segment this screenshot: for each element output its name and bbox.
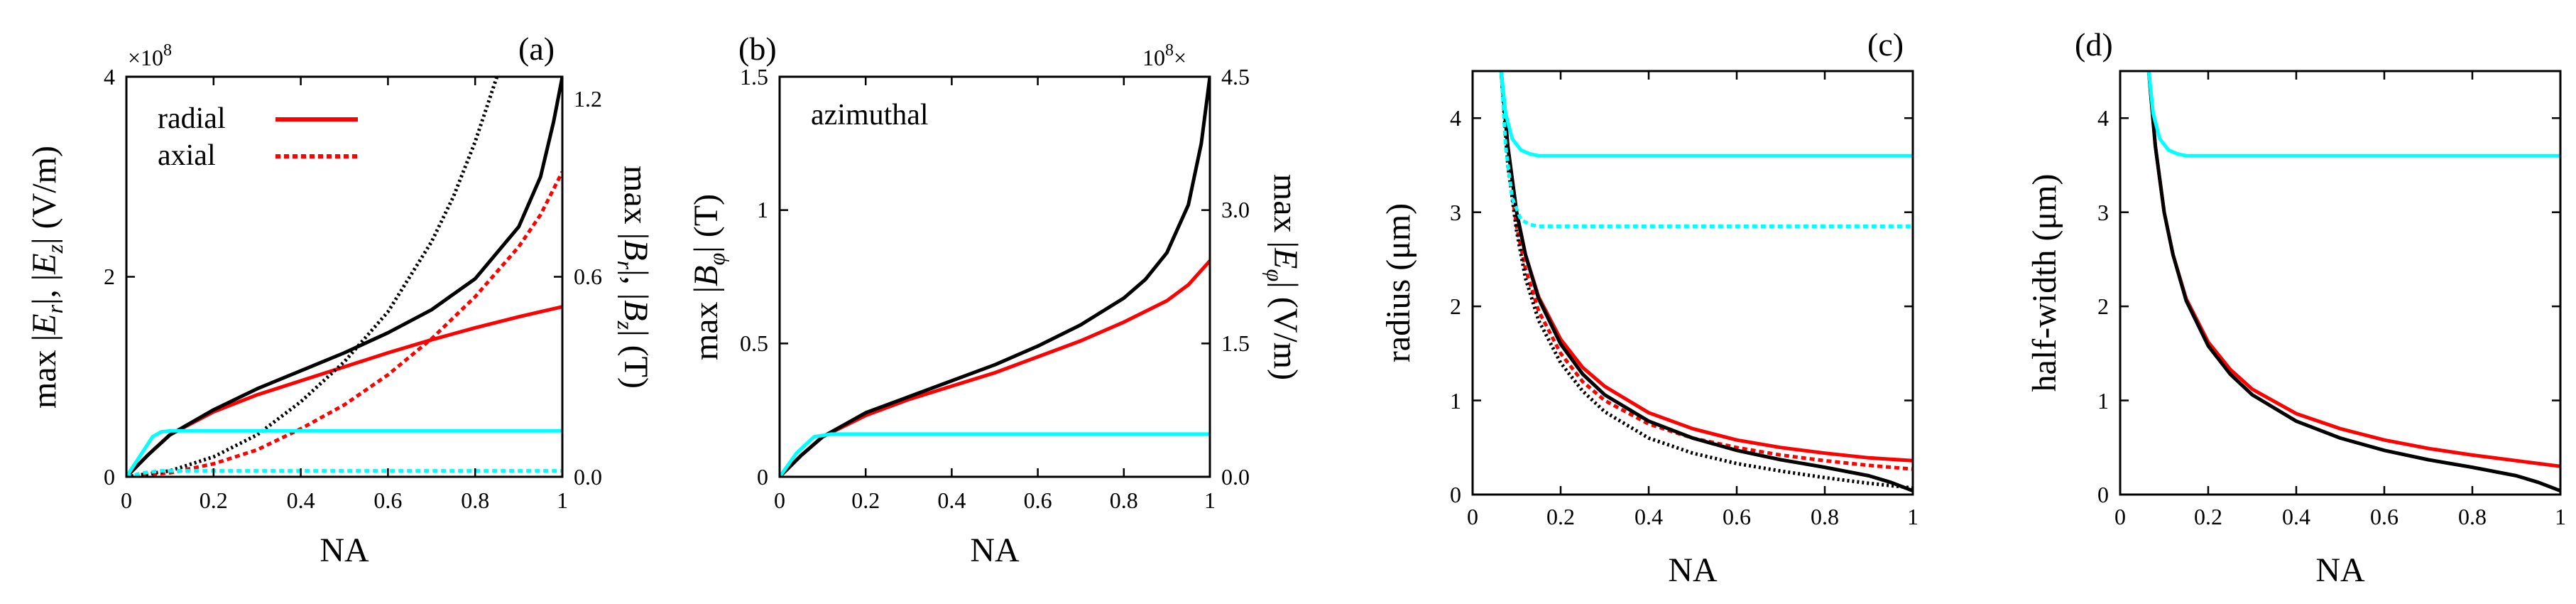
panel-c: 0 0.2 0.4 0.6 0.8 1 0 1 2 3 4 (c) NA rad… <box>1380 26 1919 589</box>
y-tick-left-b-2: 1 <box>757 197 768 222</box>
y-tick-left-a-2: 4 <box>104 64 115 90</box>
x-tick-a-2: 0.4 <box>287 487 315 513</box>
x-tick-c-2: 0.4 <box>1634 504 1663 529</box>
y-tick-d-0: 0 <box>2097 482 2109 507</box>
series-line-c-1 <box>1499 71 1913 471</box>
series-line-d-2 <box>2146 71 2560 158</box>
x-tick-a-0: 0 <box>121 487 132 513</box>
y-tick-right-a-2: 1.2 <box>574 86 602 112</box>
x-tick-d-1: 0.2 <box>2194 504 2222 529</box>
series-line-b-1 <box>780 77 1210 477</box>
legend-a: radial axial <box>158 102 358 172</box>
y-tick-d-2: 2 <box>2097 293 2109 319</box>
x-tick-a-4: 0.8 <box>461 487 489 513</box>
x-tick-d-5: 1 <box>2555 504 2566 529</box>
series-line-a-5 <box>126 469 562 477</box>
series-line-b-0 <box>780 259 1210 477</box>
panel-label-b: (b) <box>738 31 777 67</box>
panel-d: 0 0.2 0.4 0.6 0.8 1 0 1 2 3 4 (d) NA hal… <box>2026 26 2566 589</box>
y-tick-right-b-1: 1.5 <box>1221 330 1250 356</box>
legend-label-axial: axial <box>158 139 216 172</box>
x-tick-a-5: 1 <box>557 487 568 513</box>
y-tick-d-1: 1 <box>2097 388 2109 414</box>
panel-label-d: (d) <box>2075 26 2113 63</box>
multiplier-b: 108× <box>1142 41 1186 70</box>
series-line-c-0 <box>1499 71 1913 463</box>
x-tick-c-1: 0.2 <box>1546 504 1575 529</box>
y-tick-c-1: 1 <box>1450 388 1461 414</box>
x-tick-b-5: 1 <box>1204 487 1216 513</box>
y-tick-right-b-0: 0.0 <box>1221 464 1250 490</box>
y-axis-label-right-b: max |Eφ| (V/m) <box>1262 174 1304 380</box>
series-line-a-0 <box>126 305 562 477</box>
plot-frame-a <box>125 75 564 478</box>
y-tick-left-a-1: 2 <box>104 264 115 289</box>
y-tick-right-b-2: 3.0 <box>1221 197 1250 222</box>
y-axis-label-right-a: max |Br|, |Bz| (T) <box>613 166 655 389</box>
legend-label-radial: radial <box>158 102 226 135</box>
y-tick-d-4: 4 <box>2097 105 2109 131</box>
series-line-d-0 <box>2146 71 2560 468</box>
plot-frame-c <box>1471 70 1914 496</box>
series-line-b-2 <box>780 432 1210 477</box>
x-tick-c-4: 0.8 <box>1811 504 1839 529</box>
y-axis-label-left-a: max |Er|, |Ez| (V/m) <box>26 146 67 409</box>
x-tick-c-0: 0 <box>1467 504 1478 529</box>
y-tick-right-b-3: 4.5 <box>1221 64 1250 90</box>
x-tick-b-3: 0.6 <box>1024 487 1052 513</box>
series-line-a-3 <box>126 77 499 477</box>
x-tick-a-3: 0.6 <box>373 487 402 513</box>
multiplier-a: ×108 <box>128 41 172 70</box>
y-tick-left-b-1: 0.5 <box>740 330 768 356</box>
series-line-c-2 <box>1499 71 1913 493</box>
y-tick-c-0: 0 <box>1450 482 1461 507</box>
y-tick-c-3: 3 <box>1450 200 1461 225</box>
panel-label-a: (a) <box>518 31 555 67</box>
y-tick-right-a-1: 0.6 <box>574 264 602 289</box>
x-tick-d-2: 0.4 <box>2282 504 2310 529</box>
series-line-c-4 <box>1499 71 1913 158</box>
plot-frame-d <box>2119 70 2562 496</box>
panel-label-c: (c) <box>1867 26 1904 63</box>
x-tick-d-3: 0.6 <box>2370 504 2398 529</box>
series-line-c-3 <box>1499 71 1913 490</box>
y-tick-d-3: 3 <box>2097 200 2109 225</box>
y-axis-label-d: half-width (μm) <box>2026 174 2063 392</box>
x-axis-label-c: NA <box>1668 551 1718 589</box>
plot-frame-b <box>778 75 1211 478</box>
y-tick-c-2: 2 <box>1450 293 1461 319</box>
x-axis-label-b: NA <box>970 532 1020 569</box>
y-tick-right-a-0: 0.0 <box>574 464 602 490</box>
y-tick-left-b-3: 1.5 <box>740 64 768 90</box>
series-line-a-2 <box>126 77 562 477</box>
series-line-c-5 <box>1499 71 1913 228</box>
panel-a: 0 0.2 0.4 0.6 0.8 1 0 2 4 0.0 0.6 1.2 ×1… <box>26 31 655 569</box>
series-line-d-1 <box>2146 71 2560 493</box>
x-tick-b-4: 0.8 <box>1110 487 1138 513</box>
panel-b: 0 0.2 0.4 0.6 0.8 1 0 0.5 1 1.5 0.0 1.5 … <box>687 31 1304 569</box>
x-tick-a-1: 0.2 <box>200 487 228 513</box>
y-axis-label-c: radius (μm) <box>1380 203 1417 362</box>
annotation-azimuthal: azimuthal <box>811 99 929 131</box>
series-line-a-1 <box>126 171 562 477</box>
x-tick-b-1: 0.2 <box>851 487 880 513</box>
x-tick-d-0: 0 <box>2114 504 2126 529</box>
y-tick-left-b-0: 0 <box>757 464 768 490</box>
x-tick-b-2: 0.4 <box>937 487 966 513</box>
x-tick-b-0: 0 <box>774 487 785 513</box>
x-tick-c-3: 0.6 <box>1723 504 1751 529</box>
x-axis-label-a: NA <box>320 532 369 569</box>
y-tick-left-a-0: 0 <box>104 464 115 490</box>
y-tick-c-4: 4 <box>1450 105 1461 131</box>
x-tick-d-4: 0.8 <box>2458 504 2487 529</box>
x-axis-label-d: NA <box>2315 551 2365 589</box>
series-line-a-4 <box>126 428 562 477</box>
x-tick-c-5: 1 <box>1907 504 1919 529</box>
y-axis-label-left-b: max |Bφ| (T) <box>687 194 729 360</box>
